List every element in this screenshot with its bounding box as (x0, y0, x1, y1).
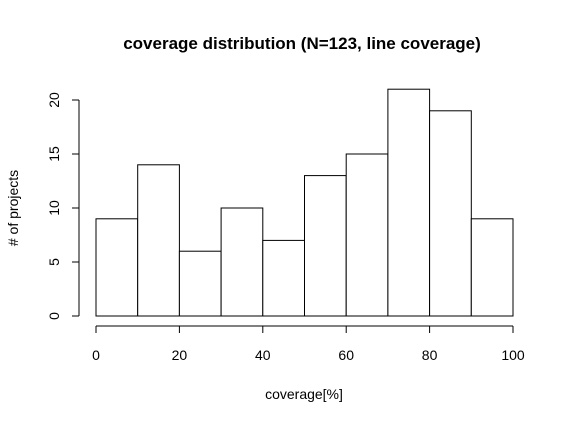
y-tick-label: 20 (46, 92, 62, 108)
y-tick-label: 10 (46, 200, 62, 216)
x-tick-label: 60 (338, 347, 354, 363)
histogram-bar-2 (178, 250, 222, 317)
chart-title: coverage distribution (N=123, line cover… (123, 34, 481, 53)
x-tick-label: 40 (255, 347, 271, 363)
histogram-bar-8 (429, 110, 472, 317)
histogram-bar-9 (470, 218, 514, 317)
y-tick-label: 5 (46, 258, 62, 266)
x-axis: 0 20 40 60 80 100 (92, 325, 525, 363)
y-axis: 0 5 10 15 20 (46, 92, 80, 320)
histogram-bar-3 (220, 207, 264, 317)
histogram-bar-0 (95, 218, 139, 317)
y-tick-label: 0 (46, 312, 62, 320)
y-tick-label: 15 (46, 146, 62, 162)
bars (95, 88, 514, 317)
x-tick-label: 100 (501, 347, 525, 363)
x-tick-label: 20 (172, 347, 188, 363)
x-tick-label: 0 (92, 347, 100, 363)
histogram-bar-5 (304, 175, 347, 317)
x-tick-label: 80 (422, 347, 438, 363)
x-axis-label: coverage[%] (265, 386, 343, 402)
histogram-bar-7 (387, 88, 431, 317)
histogram-bar-4 (262, 239, 305, 317)
y-axis-label: # of projects (5, 170, 21, 246)
histogram-bar-1 (137, 164, 180, 317)
histogram-bar-6 (345, 153, 389, 317)
